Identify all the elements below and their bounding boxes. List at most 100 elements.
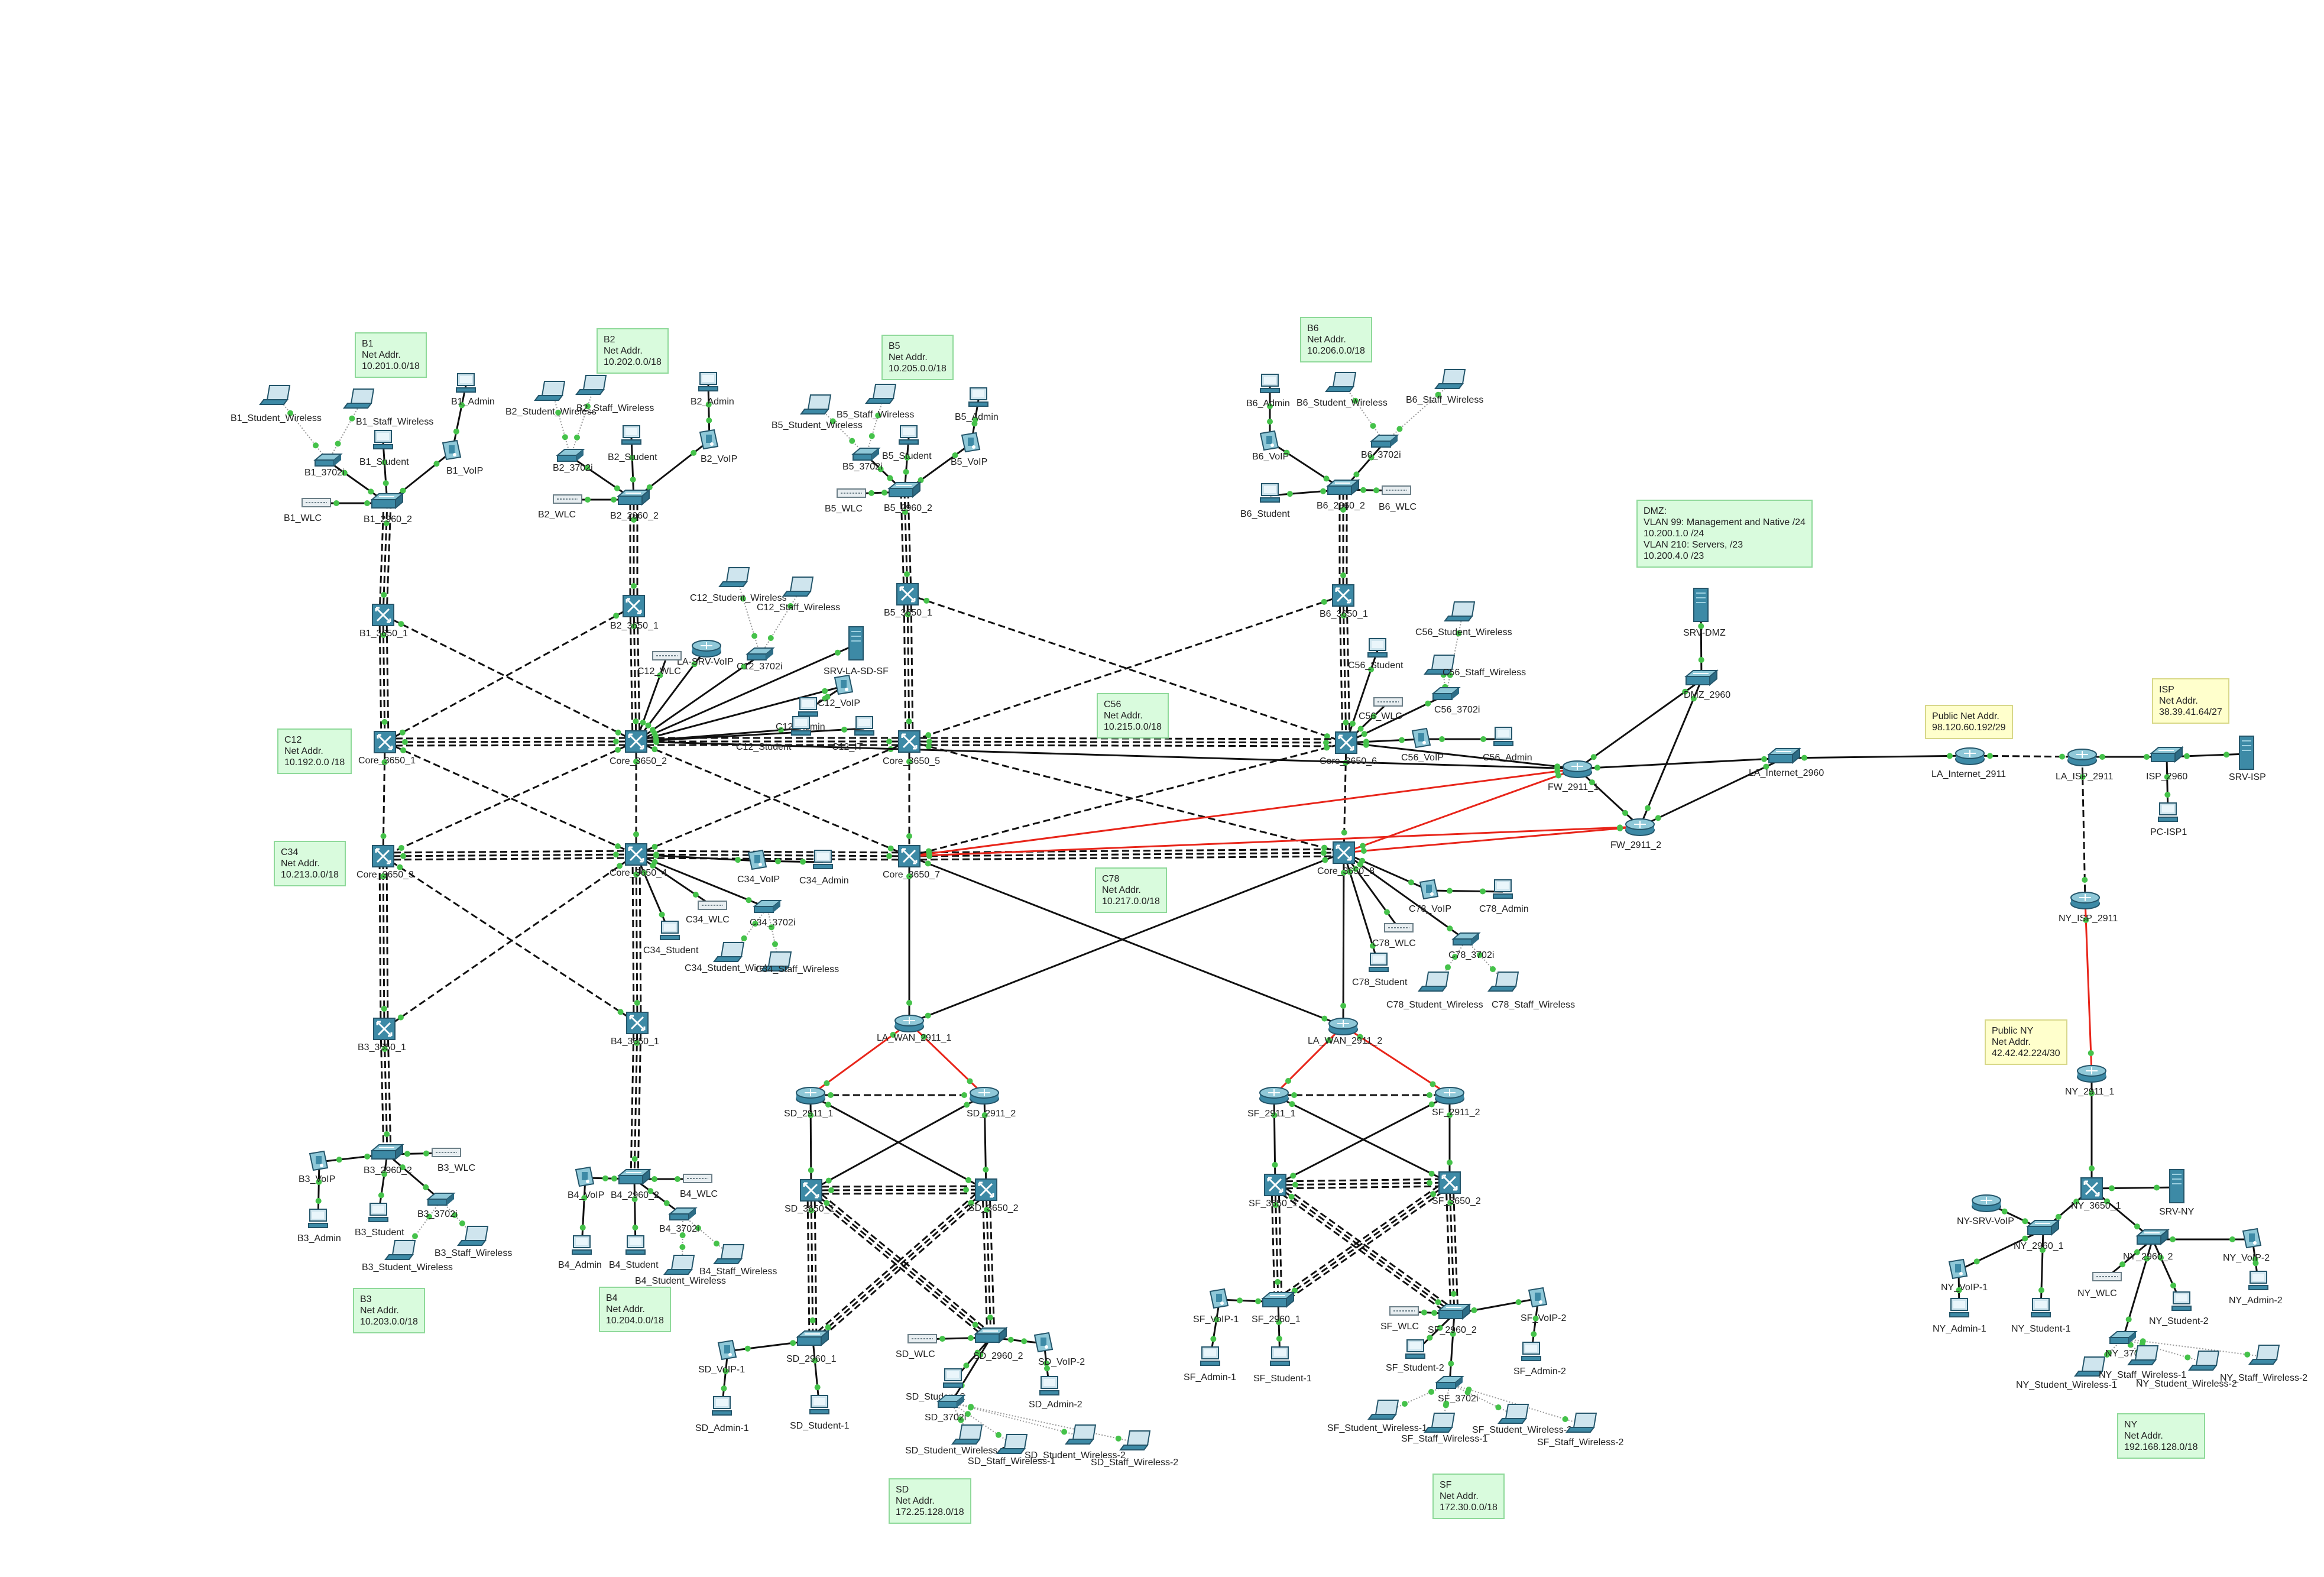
device-sd-admin-1[interactable]: SD_Admin-1 bbox=[695, 1396, 749, 1433]
device-sd-voip-1[interactable]: SD_VoIP-1 bbox=[698, 1339, 745, 1375]
device-ny-wlc[interactable]: NY_WLC bbox=[2077, 1272, 2122, 1298]
device-srv-ny[interactable]: SRV-NY bbox=[2159, 1169, 2195, 1217]
device-fw-2911-2[interactable]: FW_2911_2 bbox=[1610, 818, 1661, 850]
device-b5-3650-1[interactable]: B5_3650_1 bbox=[884, 583, 932, 618]
device-b2-3650-1[interactable]: B2_3650_1 bbox=[610, 595, 659, 631]
device-ny-student-1[interactable]: NY_Student-1 bbox=[2011, 1298, 2071, 1334]
device-b6-wlc[interactable]: B6_WLC bbox=[1379, 485, 1417, 512]
device-c78-student[interactable]: C78_Student bbox=[1352, 953, 1408, 987]
device-sf-2911-1[interactable]: SF_2911_1 bbox=[1247, 1087, 1296, 1119]
device-b1-wlc[interactable]: B1_WLC bbox=[284, 498, 331, 523]
device-c56-staff-wireless[interactable]: C56_Staff_Wireless bbox=[1424, 655, 1526, 678]
device-b2-student[interactable]: B2_Student bbox=[608, 425, 657, 462]
device-sf-student-wireless-1[interactable]: SF_Student_Wireless-1 bbox=[1327, 1400, 1427, 1433]
device-b3-student-wireless[interactable]: B3_Student_Wireless bbox=[362, 1240, 453, 1272]
device-b5-2960-2[interactable]: B5_2960_2 bbox=[884, 481, 932, 513]
device-b4-2960-2[interactable]: B4_2960_2 bbox=[611, 1168, 659, 1200]
device-ny-voip-2[interactable]: NY_VoIP-2 bbox=[2223, 1228, 2270, 1263]
device-c56-wlc[interactable]: C56_WLC bbox=[1359, 697, 1403, 721]
device-c34-student[interactable]: C34_Student bbox=[643, 921, 699, 956]
device-b2-2960-2[interactable]: B2_2960_2 bbox=[610, 488, 659, 521]
device-sd-3650-1[interactable]: SD_3650_1 bbox=[785, 1179, 835, 1214]
device-b6-staff-wireless[interactable]: B6_Staff_Wireless bbox=[1406, 369, 1483, 405]
device-ny-admin-2[interactable]: NY_Admin-2 bbox=[2229, 1271, 2283, 1306]
device-core-3650-5[interactable]: Core_3650_5 bbox=[883, 730, 940, 766]
device-c12-wlc[interactable]: C12_WLC bbox=[637, 651, 682, 676]
device-c34-wlc[interactable]: C34_WLC bbox=[686, 901, 730, 925]
device-b6-voip[interactable]: B6_VoIP bbox=[1252, 430, 1289, 462]
device-c56-voip[interactable]: C56_VoIP bbox=[1401, 727, 1444, 763]
device-sf-wlc[interactable]: SF_WLC bbox=[1380, 1306, 1419, 1332]
device-c78-admin[interactable]: C78_Admin bbox=[1479, 879, 1529, 914]
device-ny-voip-1[interactable]: NY_VoIP-1 bbox=[1941, 1258, 1988, 1293]
device-sd-student-wireless-2[interactable]: SD_Student_Wireless-2 bbox=[1025, 1424, 1126, 1461]
device-core-3650-4[interactable]: Core_3650_4 bbox=[610, 843, 667, 878]
device-b6-2960-2[interactable]: B6_2960_2 bbox=[1317, 478, 1365, 511]
device-ny-admin-1[interactable]: NY_Admin-1 bbox=[1933, 1298, 1986, 1334]
device-c34-voip[interactable]: C34_VoIP bbox=[737, 849, 780, 885]
device-srv-isp[interactable]: SRV-ISP bbox=[2229, 736, 2266, 782]
device-c78-voip[interactable]: C78_VoIP bbox=[1409, 879, 1451, 914]
device-c56-3702i[interactable]: C56_3702i bbox=[1431, 687, 1480, 715]
device-c78-student-wireless[interactable]: C78_Student_Wireless bbox=[1386, 972, 1483, 1010]
device-b5-student-wireless[interactable]: B5_Student_Wireless bbox=[772, 394, 863, 430]
device-c34-3702i[interactable]: C34_3702i bbox=[750, 900, 795, 928]
device-sf-3650-1[interactable]: SF_3650_1 bbox=[1249, 1174, 1298, 1209]
device-sf-student-1[interactable]: SF_Student-1 bbox=[1253, 1346, 1312, 1384]
device-la-internet-2911[interactable]: LA_Internet_2911 bbox=[1931, 747, 2006, 779]
device-ny-student-wireless-1[interactable]: NY_Student_Wireless-1 bbox=[2016, 1356, 2117, 1390]
device-la-wan-2911-1[interactable]: LA_WAN_2911_1 bbox=[877, 1015, 951, 1043]
device-b1-3650-1[interactable]: B1_3650_1 bbox=[359, 604, 408, 639]
device-sf-admin-2[interactable]: SF_Admin-2 bbox=[1513, 1342, 1566, 1377]
device-c34-student-wireless[interactable]: C34_Student_Wireless bbox=[685, 942, 782, 973]
device-b3-2960-2[interactable]: B3_2960_2 bbox=[364, 1143, 412, 1176]
device-b1-admin[interactable]: B1_Admin bbox=[451, 373, 495, 407]
device-c12-student-wireless[interactable]: C12_Student_Wireless bbox=[690, 567, 787, 603]
device-b4-student-wireless[interactable]: B4_Student_Wireless bbox=[635, 1255, 726, 1286]
device-sd-2960-2[interactable]: SD_2960_2 bbox=[973, 1326, 1023, 1361]
device-sd-2911-1[interactable]: SD_2911_1 bbox=[784, 1087, 833, 1119]
device-sf-3702i[interactable]: SF_3702i bbox=[1435, 1376, 1479, 1404]
device-la-srv-voip[interactable]: LA-SRV-VoIP bbox=[677, 640, 734, 667]
device-b2-admin[interactable]: B2_Admin bbox=[691, 372, 734, 407]
device-c34-staff-wireless[interactable]: C34_Staff_Wireless bbox=[756, 951, 839, 974]
device-sd-staff-wireless-2[interactable]: SD_Staff_Wireless-2 bbox=[1091, 1430, 1178, 1468]
device-c56-student-wireless[interactable]: C56_Student_Wireless bbox=[1415, 601, 1512, 637]
device-sd-wlc[interactable]: SD_WLC bbox=[896, 1334, 937, 1359]
device-sf-voip-2[interactable]: SF_VoIP-2 bbox=[1521, 1287, 1566, 1323]
device-b1-staff-wireless[interactable]: B1_Staff_Wireless bbox=[343, 388, 433, 427]
device-sf-2960-1[interactable]: SF_2960_1 bbox=[1252, 1291, 1301, 1325]
device-b2-voip[interactable]: B2_VoIP bbox=[699, 429, 737, 464]
device-b4-3650-1[interactable]: B4_3650_1 bbox=[611, 1012, 659, 1047]
device-sd-3650-2[interactable]: SD_3650_2 bbox=[968, 1178, 1019, 1213]
device-sd-student-wireless-1[interactable]: SD_Student_Wireless-1 bbox=[905, 1424, 1006, 1456]
device-c78-wlc[interactable]: C78_WLC bbox=[1372, 923, 1416, 948]
device-b3-voip[interactable]: B3_VoIP bbox=[299, 1150, 335, 1184]
device-c78-staff-wireless[interactable]: C78_Staff_Wireless bbox=[1487, 972, 1575, 1010]
device-ny-2911-1[interactable]: NY_2911_1 bbox=[2065, 1065, 2114, 1097]
device-ny-student-2[interactable]: NY_Student-2 bbox=[2149, 1291, 2209, 1326]
device-b5-staff-wireless[interactable]: B5_Staff_Wireless bbox=[837, 384, 914, 420]
device-ny-isp-2911[interactable]: NY_ISP_2911 bbox=[2059, 892, 2118, 924]
device-b3-3650-1[interactable]: B3_3650_1 bbox=[358, 1018, 406, 1053]
device-sf-2960-2[interactable]: SF_2960_2 bbox=[1428, 1303, 1477, 1335]
device-sd-2911-2[interactable]: SD_2911_2 bbox=[967, 1087, 1016, 1119]
device-sd-voip-2[interactable]: SD_VoIP-2 bbox=[1033, 1332, 1085, 1367]
device-c34-admin[interactable]: C34_Admin bbox=[799, 850, 849, 886]
device-b5-voip[interactable]: B5_VoIP bbox=[951, 432, 987, 467]
device-core-3650-6[interactable]: Core_3650_6 bbox=[1320, 731, 1377, 766]
device-b4-student[interactable]: B4_Student bbox=[609, 1235, 659, 1270]
device-ny-staff-wireless-2[interactable]: NY_Staff_Wireless-2 bbox=[2220, 1345, 2307, 1383]
device-b6-3702i[interactable]: B6_3702i bbox=[1361, 435, 1401, 460]
device-b5-admin[interactable]: B5_Admin bbox=[955, 387, 999, 422]
device-b4-admin[interactable]: B4_Admin bbox=[558, 1235, 602, 1270]
device-b2-wlc[interactable]: B2_WLC bbox=[538, 494, 582, 520]
device-core-3650-2[interactable]: Core_3650_2 bbox=[610, 730, 667, 766]
device-b3-wlc[interactable]: B3_WLC bbox=[432, 1148, 475, 1173]
device-sf-student-2[interactable]: SF_Student-2 bbox=[1386, 1339, 1444, 1373]
device-b3-admin[interactable]: B3_Admin bbox=[297, 1209, 341, 1244]
device-b1-2960-2[interactable]: B1_2960_2 bbox=[364, 492, 412, 524]
device-sd-student-1[interactable]: SD_Student-1 bbox=[790, 1395, 850, 1431]
device-sf-2911-2[interactable]: SF_2911_2 bbox=[1432, 1087, 1480, 1118]
device-core-3650-3[interactable]: Core_3650_3 bbox=[356, 845, 414, 880]
